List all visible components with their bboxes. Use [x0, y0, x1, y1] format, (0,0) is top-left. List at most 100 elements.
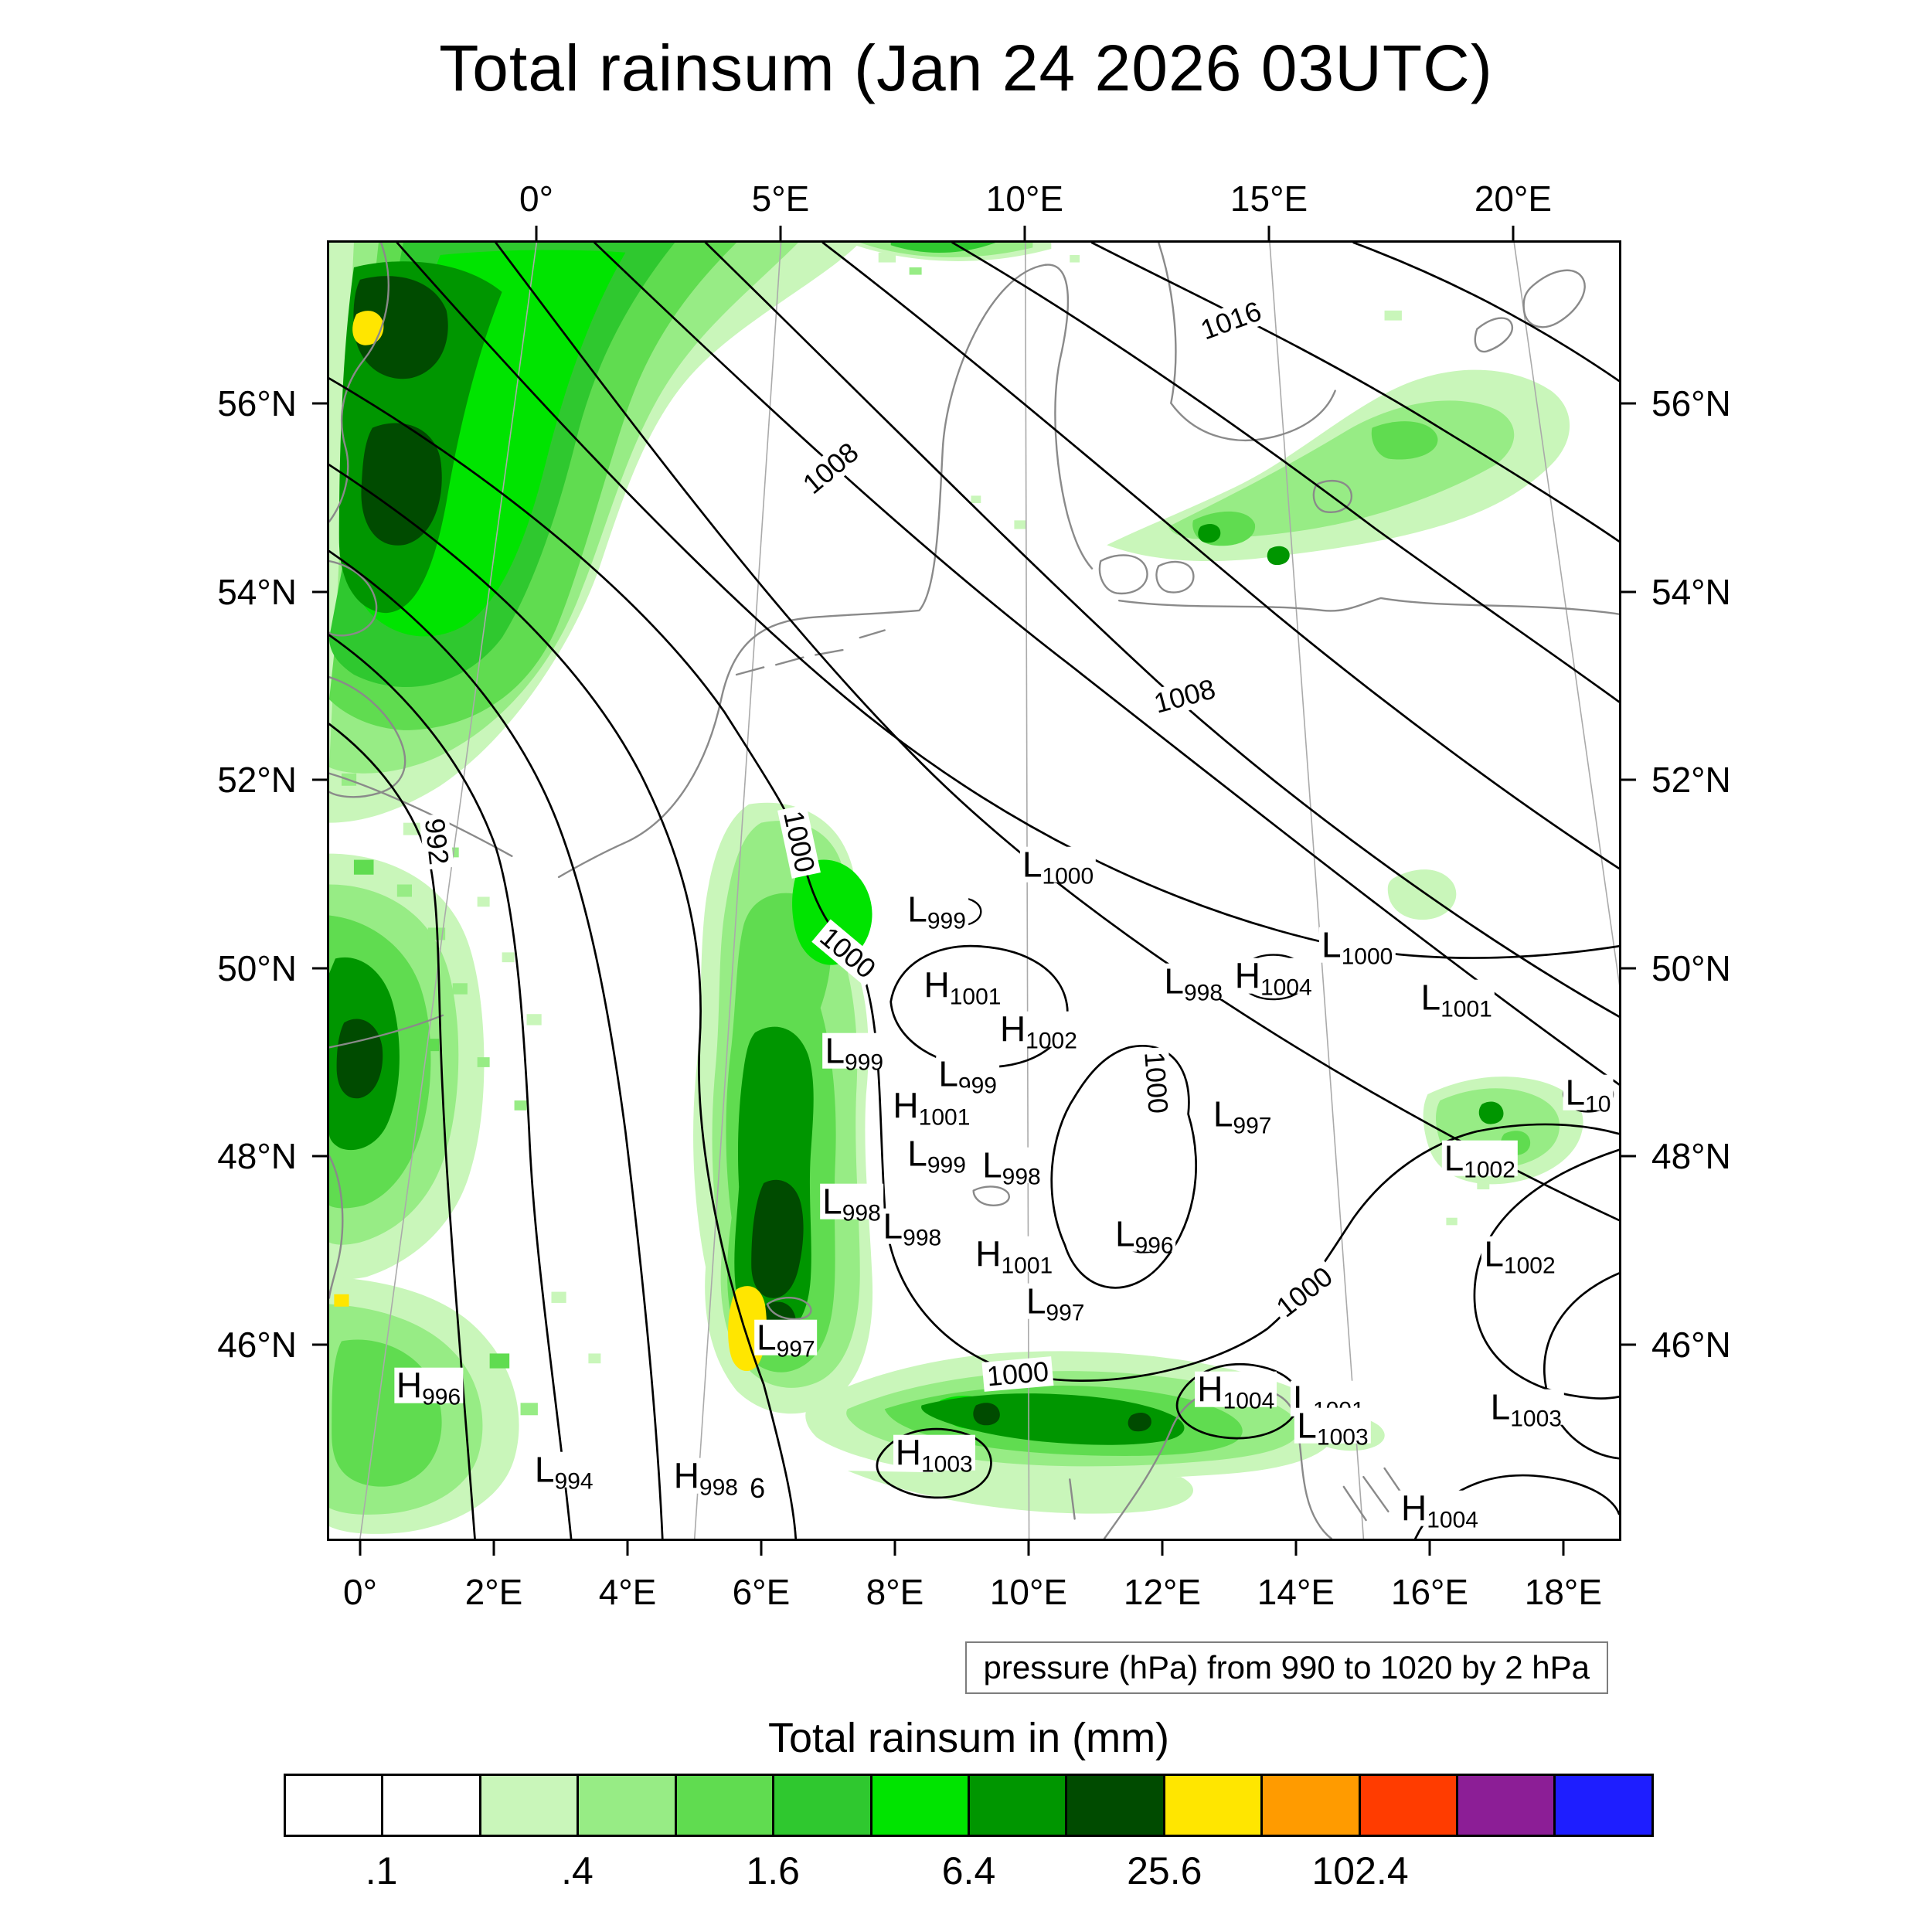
- axis-tick-bottom: [893, 1539, 896, 1556]
- pressure-letter: L: [1213, 1094, 1233, 1134]
- axis-label-left: 46°N: [217, 1324, 297, 1365]
- isobar-label-1000: 1000: [1267, 1259, 1341, 1326]
- pressure-caption: pressure (hPa) from 990 to 1020 by 2 hPa: [964, 1641, 1608, 1694]
- axis-label-bottom: 8°E: [866, 1572, 924, 1612]
- pressure-marker-h1001: H1001: [973, 1236, 1056, 1278]
- axis-tick-right: [1619, 1155, 1636, 1158]
- pressure-value: 1003: [1316, 1424, 1369, 1451]
- pressure-marker-l998: L998: [880, 1208, 944, 1250]
- axis-label-right: 46°N: [1651, 1324, 1731, 1365]
- colorbar-segment-0: [286, 1776, 382, 1835]
- pressure-letter: H: [923, 964, 950, 1005]
- axis-label-bottom: 4°E: [598, 1572, 657, 1612]
- axis-label-top: 5°E: [751, 179, 810, 219]
- axis-tick-bottom: [1027, 1539, 1030, 1556]
- isobar-label-992: 992: [418, 812, 455, 870]
- map-overlay: L1000 L999 L1000 H1004 L998 H1001 L1001 H1002 L9…: [329, 243, 1619, 1539]
- pressure-letter: H: [1401, 1488, 1427, 1529]
- axis-label-bottom: 0°: [343, 1572, 378, 1612]
- colorbar-segment-11: [1358, 1776, 1457, 1835]
- axis-label-right: 50°N: [1651, 947, 1731, 988]
- axis-tick-left: [312, 402, 329, 405]
- isobar-label-1000: 1000: [1138, 1046, 1175, 1118]
- axis-label-bottom: 2°E: [464, 1572, 523, 1612]
- pressure-marker-h1001: H1001: [921, 964, 1004, 1009]
- colorbar-segment-8: [1065, 1776, 1163, 1835]
- colorbar: [284, 1774, 1654, 1837]
- pressure-letter: L: [907, 889, 927, 930]
- colorbar-segment-12: [1456, 1776, 1554, 1835]
- axis-tick-right: [1619, 402, 1636, 405]
- isobar-label-6: 6: [746, 1473, 770, 1503]
- colorbar-segment-6: [869, 1776, 968, 1835]
- pressure-value: 1000: [1042, 863, 1094, 889]
- colorbar-segment-7: [967, 1776, 1066, 1835]
- pressure-value: 1001: [1001, 1253, 1053, 1280]
- axis-label-right: 54°N: [1651, 571, 1731, 612]
- pressure-marker-l998: L998: [980, 1145, 1043, 1189]
- pressure-marker-l1000: L1000: [1319, 927, 1396, 968]
- pressure-letter: L: [1297, 1405, 1317, 1446]
- axis-tick-top: [1512, 226, 1515, 243]
- axis-label-left: 52°N: [217, 759, 297, 800]
- pressure-letter: H: [1234, 955, 1260, 996]
- pressure-letter: L: [1114, 1213, 1135, 1254]
- axis-tick-right: [1619, 778, 1636, 781]
- pressure-value: 998: [699, 1475, 738, 1501]
- colorbar-title: Total rainsum in (mm): [767, 1715, 1170, 1761]
- colorbar-label-.4: .4: [561, 1849, 594, 1893]
- axis-label-left: 56°N: [217, 383, 297, 423]
- colorbar-segment-4: [674, 1776, 773, 1835]
- pressure-letter: L: [534, 1449, 555, 1490]
- axis-tick-left: [312, 967, 329, 970]
- isobar-label-1008: 1008: [794, 434, 867, 502]
- pressure-letter: L: [1022, 844, 1043, 885]
- pressure-letter: L: [982, 1145, 1002, 1185]
- colorbar-tick-labels: .1 .4 1.6 6.4 25.6 102.4: [284, 1849, 1654, 1895]
- pressure-value: 1002: [1026, 1028, 1077, 1054]
- pressure-value: 998: [903, 1225, 942, 1251]
- axis-label-bottom: 16°E: [1390, 1572, 1469, 1612]
- axis-label-right: 56°N: [1651, 383, 1731, 423]
- pressure-marker-l999: L999: [936, 1056, 999, 1097]
- pressure-value: 1001: [949, 984, 1002, 1010]
- colorbar-segment-5: [772, 1776, 870, 1835]
- axis-label-top: 0°: [519, 179, 554, 219]
- pressure-value: 10: [1585, 1091, 1611, 1117]
- pressure-marker-h1001: H1001: [890, 1087, 973, 1129]
- pressure-letter: L: [907, 1133, 927, 1174]
- axis-tick-left: [312, 1343, 329, 1346]
- axis-tick-top: [779, 226, 782, 243]
- axis-tick-bottom: [1428, 1539, 1431, 1556]
- pressure-letter: H: [396, 1365, 423, 1406]
- colorbar-label-102.4: 102.4: [1311, 1849, 1409, 1893]
- axis-label-top: 15°E: [1230, 179, 1308, 219]
- pressure-letter: H: [999, 1009, 1026, 1049]
- pressure-value: 1003: [920, 1451, 973, 1478]
- isobar-label-1000: 1000: [811, 919, 884, 987]
- graticule-layer: [359, 243, 1619, 1539]
- pressure-marker-l999: L999: [905, 889, 968, 934]
- axis-label-bottom: 10°E: [989, 1572, 1068, 1612]
- colorbar-label-1.6: 1.6: [746, 1849, 800, 1893]
- pressure-value: 1001: [918, 1104, 971, 1131]
- pressure-letter: L: [825, 1030, 845, 1071]
- pressure-value: 1003: [1510, 1406, 1562, 1432]
- pressure-value: 998: [842, 1200, 881, 1226]
- axis-tick-bottom: [1161, 1539, 1164, 1556]
- pressure-value: 1002: [1464, 1158, 1515, 1184]
- pressure-value: 997: [1233, 1113, 1272, 1139]
- pressure-marker-l1002: L1002: [1441, 1141, 1518, 1182]
- pressure-value: 1004: [1427, 1507, 1478, 1533]
- pressure-marker-h998: H998: [671, 1458, 740, 1499]
- pressure-marker-l998: L998: [1162, 963, 1226, 1005]
- pressure-marker-l1003: L1003: [1294, 1405, 1371, 1449]
- pressure-marker-l996: L996: [1112, 1213, 1176, 1257]
- pressure-value: 998: [1183, 980, 1223, 1006]
- colorbar-segment-10: [1260, 1776, 1359, 1835]
- pressure-letter: L: [756, 1317, 777, 1358]
- pressure-letter: H: [895, 1432, 921, 1473]
- colorbar-label-25.6: 25.6: [1127, 1849, 1202, 1893]
- pressure-value: 994: [554, 1468, 594, 1495]
- pressure-value: 996: [422, 1384, 461, 1410]
